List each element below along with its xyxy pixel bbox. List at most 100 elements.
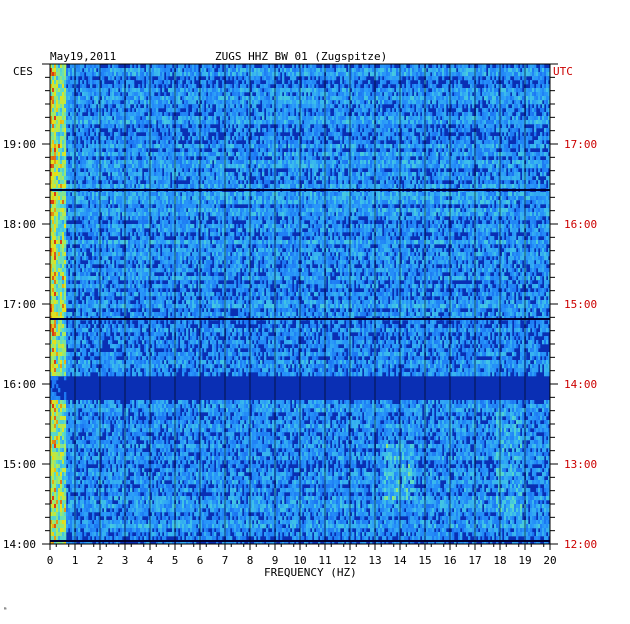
spectrogram-cell <box>516 160 519 165</box>
spectrogram-cell <box>136 92 139 97</box>
spectrogram-cell <box>162 76 165 81</box>
spectrogram-cell <box>118 92 121 97</box>
spectrogram-cell <box>548 68 551 73</box>
spectrogram-cell <box>412 132 415 137</box>
spectrogram-cell <box>500 92 503 97</box>
spectrogram-cell <box>180 116 183 121</box>
spectrogram-cell <box>170 120 173 125</box>
spectrogram-cell <box>526 112 529 117</box>
spectrogram-cell <box>284 140 287 145</box>
spectrogram-cell <box>530 100 533 105</box>
spectrogram-cell <box>536 144 539 149</box>
spectrogram-cell <box>56 88 59 93</box>
spectrogram-cell <box>344 104 347 109</box>
spectrogram-cell <box>546 156 549 161</box>
spectrogram-cell <box>52 128 55 133</box>
spectrogram-cell <box>64 168 67 173</box>
spectrogram-cell <box>122 164 125 169</box>
spectrogram-cell <box>446 96 449 101</box>
spectrogram-cell <box>418 116 421 121</box>
spectrogram-cell <box>108 144 111 149</box>
spectrogram-cell <box>508 64 511 69</box>
spectrogram-cell <box>288 128 291 133</box>
spectrogram-cell <box>360 88 363 93</box>
spectrogram-cell <box>366 88 369 93</box>
spectrogram-cell <box>298 136 301 141</box>
spectrogram-cell <box>452 64 455 69</box>
spectrogram-cell <box>306 68 309 73</box>
spectrogram-cell <box>354 100 357 105</box>
spectrogram-cell <box>352 116 355 121</box>
spectrogram-cell <box>460 152 463 157</box>
spectrogram-cell <box>376 88 379 93</box>
spectrogram-cell <box>250 128 253 133</box>
spectrogram-cell <box>146 144 149 149</box>
spectrogram-cell <box>84 96 87 101</box>
spectrogram-cell <box>462 152 465 157</box>
spectrogram-cell <box>208 72 211 77</box>
spectrogram-cell <box>94 108 97 113</box>
spectrogram-cell <box>172 164 175 169</box>
spectrogram-cell <box>218 108 221 113</box>
spectrogram-cell <box>432 140 435 145</box>
spectrogram-cell <box>378 84 381 89</box>
spectrogram-cell <box>266 96 269 101</box>
spectrogram-cell <box>114 116 117 121</box>
spectrogram-cell <box>414 116 417 121</box>
spectrogram-cell <box>264 84 267 89</box>
spectrogram-cell <box>216 88 219 93</box>
spectrogram-cell <box>350 72 353 77</box>
spectrogram-cell <box>386 88 389 93</box>
spectrogram-cell <box>64 156 67 161</box>
spectrogram-cell <box>68 92 71 97</box>
spectrogram-cell <box>198 144 201 149</box>
spectrogram-cell <box>408 144 411 149</box>
spectrogram-cell <box>122 68 125 73</box>
spectrogram-cell <box>52 144 55 149</box>
spectrogram-cell <box>340 160 343 165</box>
spectrogram-cell <box>280 156 283 161</box>
spectrogram-cell <box>62 152 65 157</box>
spectrogram-cell <box>152 84 155 89</box>
spectrogram-cell <box>268 76 271 81</box>
spectrogram-cell <box>534 116 537 121</box>
spectrogram-cell <box>164 124 167 129</box>
spectrogram-cell <box>510 136 513 141</box>
spectrogram-cell <box>150 116 153 121</box>
spectrogram-cell <box>408 152 411 157</box>
spectrogram-cell <box>216 72 219 77</box>
spectrogram-cell <box>226 156 229 161</box>
spectrogram-cell <box>362 160 365 165</box>
spectrogram-cell <box>498 152 501 157</box>
spectrogram-cell <box>88 116 91 121</box>
spectrogram-cell <box>364 116 367 121</box>
spectrogram-cell <box>68 120 71 125</box>
spectrogram-cell <box>58 136 61 141</box>
spectrogram-cell <box>402 124 405 129</box>
spectrogram-cell <box>356 120 359 125</box>
spectrogram-cell <box>540 160 543 165</box>
spectrogram-cell <box>54 164 57 169</box>
spectrogram-cell <box>118 160 121 165</box>
spectrogram-cell <box>310 80 313 85</box>
spectrogram-cell <box>146 72 149 77</box>
spectrogram-cell <box>378 164 381 169</box>
spectrogram-cell <box>348 88 351 93</box>
spectrogram-cell <box>396 124 399 129</box>
spectrogram-cell <box>60 104 63 109</box>
spectrogram-cell <box>178 100 181 105</box>
spectrogram-cell <box>408 136 411 141</box>
spectrogram-cell <box>408 116 411 121</box>
spectrogram-cell <box>84 136 87 141</box>
spectrogram-cell <box>184 152 187 157</box>
spectrogram-cell <box>328 92 331 97</box>
spectrogram-cell <box>306 136 309 141</box>
spectrogram-cell <box>530 136 533 141</box>
spectrogram-cell <box>486 128 489 133</box>
spectrogram-cell <box>278 64 281 69</box>
spectrogram-cell <box>320 108 323 113</box>
spectrogram-cell <box>60 136 63 141</box>
spectrogram-cell <box>106 160 109 165</box>
spectrogram-cell <box>130 64 133 69</box>
spectrogram-cell <box>494 136 497 141</box>
